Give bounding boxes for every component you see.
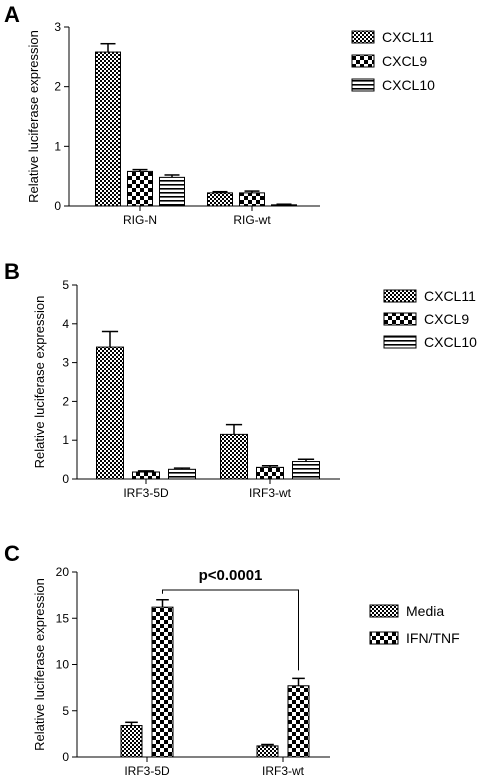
legend-swatch [383,335,417,349]
y-tick-label: 1 [54,139,61,153]
legend: Media IFN/TNF [369,603,460,646]
panel-letter: B [4,259,20,284]
significance-bracket [162,589,299,671]
panel-b: B 0 1 2 3 4 5 Relative luciferase expression IRF… [4,259,477,500]
bar-cxcl10 [292,461,320,480]
legend-label: CXCL11 [382,29,434,45]
legend-swatch [369,631,399,645]
y-tick-label: 15 [56,611,70,625]
y-tick-label: 0 [62,750,69,764]
y-tick-label: 3 [62,356,69,370]
y-tick-label: 5 [62,704,69,718]
y-tick-label: 0 [54,199,61,213]
y-tick-label: 4 [62,317,69,331]
x-tick-label: IRF3-5D [124,764,170,778]
legend-swatch [351,54,375,68]
x-tick-label: IRF3-5D [123,486,169,500]
legend-label: CXCL10 [424,334,477,350]
panel-a: A 0 1 2 3 Relative luciferase expression RIG-N… [4,2,435,227]
y-tick-label: 10 [56,658,70,672]
bar-cxcl10 [271,204,297,207]
bar-media [256,745,279,758]
y-axis-label: Relative luciferase expression [32,296,47,469]
bar-cxcl11 [96,346,124,480]
bar-cxcl9 [127,170,153,207]
bar-cxcl11 [220,433,248,480]
legend-label: CXCL11 [424,288,476,304]
panel-letter: C [4,541,20,566]
y-tick-label: 3 [54,20,61,34]
panel-c: C 0 5 10 15 20 Relative luciferase expression I… [4,541,460,778]
legend-swatch [383,312,417,326]
x-tick-label: RIG-N [123,213,157,227]
y-tick-label: 2 [54,80,61,94]
bar-cxcl11 [207,192,233,207]
bar-ifn-tnf [151,606,174,758]
bar-cxcl9 [132,471,160,480]
bar-media [120,725,143,758]
x-tick-label: IRF3-wt [262,764,305,778]
legend-swatch [383,289,417,303]
legend-swatch [369,604,399,618]
panel-letter: A [4,2,20,27]
significance-annotation: p<0.0001 [199,567,263,584]
legend: CXCL11 CXCL9 CXCL10 [383,288,477,350]
y-tick-label: 1 [62,433,69,447]
y-tick-label: 20 [56,565,70,579]
x-tick-label: RIG-wt [233,213,271,227]
x-tick-label: IRF3-wt [249,486,292,500]
bar-cxcl9 [256,466,284,480]
y-axis-label: Relative luciferase expression [26,30,41,203]
legend-label: CXCL9 [424,311,469,327]
y-axis-label: Relative luciferase expression [32,578,47,751]
legend-label: CXCL10 [382,77,435,93]
legend-swatch [351,78,375,92]
bar-cxcl11 [95,51,121,207]
bar-cxcl10 [159,176,185,207]
y-tick-label: 5 [62,278,69,292]
legend-label: CXCL9 [382,53,427,69]
legend-label: IFN/TNF [406,630,460,646]
bar-cxcl10 [168,468,196,480]
legend-swatch [351,30,375,44]
bar-cxcl9 [239,192,265,207]
legend-label: Media [406,603,444,619]
y-tick-label: 0 [62,472,69,486]
bar-ifn-tnf [287,685,310,758]
y-tick-label: 2 [62,394,69,408]
legend: CXCL11 CXCL9 CXCL10 [351,29,435,93]
